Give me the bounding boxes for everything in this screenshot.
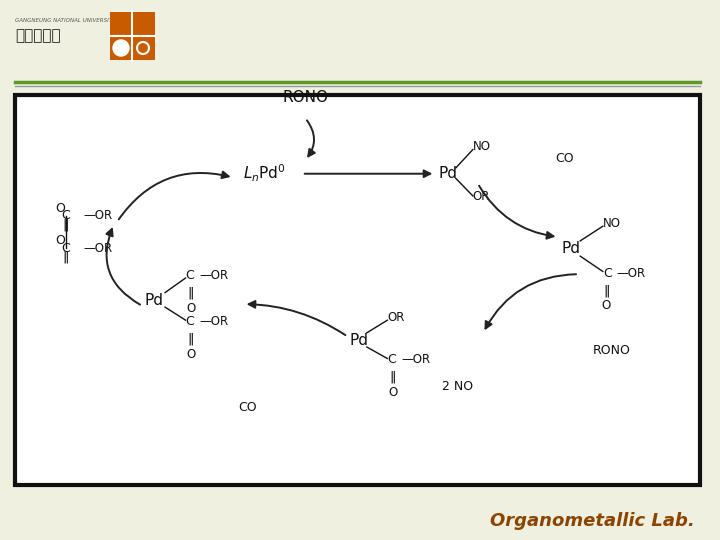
Text: —OR: —OR bbox=[199, 269, 228, 282]
Text: O: O bbox=[55, 234, 66, 247]
FancyBboxPatch shape bbox=[110, 12, 155, 60]
Text: —OR: —OR bbox=[83, 242, 112, 255]
Text: ‖: ‖ bbox=[603, 284, 610, 297]
Text: ‖: ‖ bbox=[188, 333, 194, 346]
Text: CO: CO bbox=[238, 401, 256, 414]
Text: ‖: ‖ bbox=[63, 251, 69, 264]
Text: Pd: Pd bbox=[350, 333, 369, 348]
Text: C: C bbox=[186, 269, 194, 282]
Text: NO: NO bbox=[603, 217, 621, 230]
Text: O: O bbox=[388, 386, 397, 399]
Text: —OR: —OR bbox=[83, 210, 112, 222]
Text: —OR: —OR bbox=[199, 315, 228, 328]
Text: O: O bbox=[602, 300, 611, 313]
Text: OR: OR bbox=[387, 311, 405, 324]
Text: NO: NO bbox=[473, 140, 491, 153]
Text: Organometallic Lab.: Organometallic Lab. bbox=[490, 512, 695, 530]
Text: OR: OR bbox=[473, 190, 490, 203]
Text: $\mathit{L_n}$Pd$^0$: $\mathit{L_n}$Pd$^0$ bbox=[243, 163, 286, 185]
Text: C: C bbox=[186, 315, 194, 328]
Text: 강릉대학교: 강릉대학교 bbox=[15, 28, 60, 43]
Text: Pd: Pd bbox=[562, 241, 581, 256]
Text: ‖: ‖ bbox=[188, 287, 194, 300]
Text: —OR: —OR bbox=[616, 267, 646, 280]
Text: 2 NO: 2 NO bbox=[442, 380, 473, 393]
Text: O: O bbox=[55, 202, 66, 215]
Text: —OR: —OR bbox=[401, 353, 430, 366]
Text: O: O bbox=[186, 302, 196, 315]
Text: ‖: ‖ bbox=[390, 370, 396, 383]
Text: O: O bbox=[186, 348, 196, 361]
Text: C: C bbox=[61, 210, 71, 222]
Text: RONO: RONO bbox=[593, 343, 631, 356]
FancyBboxPatch shape bbox=[15, 95, 700, 485]
Text: ‖: ‖ bbox=[63, 218, 69, 231]
Circle shape bbox=[113, 40, 129, 56]
Text: GANGNEUNG NATIONAL UNIVERSITY: GANGNEUNG NATIONAL UNIVERSITY bbox=[15, 18, 115, 23]
Text: CO: CO bbox=[555, 152, 574, 165]
Text: C: C bbox=[61, 242, 71, 255]
Text: C: C bbox=[603, 267, 611, 280]
Text: C: C bbox=[387, 353, 396, 366]
Text: Pd: Pd bbox=[438, 166, 458, 181]
Text: Pd: Pd bbox=[145, 293, 163, 308]
Text: RONO: RONO bbox=[282, 90, 328, 105]
